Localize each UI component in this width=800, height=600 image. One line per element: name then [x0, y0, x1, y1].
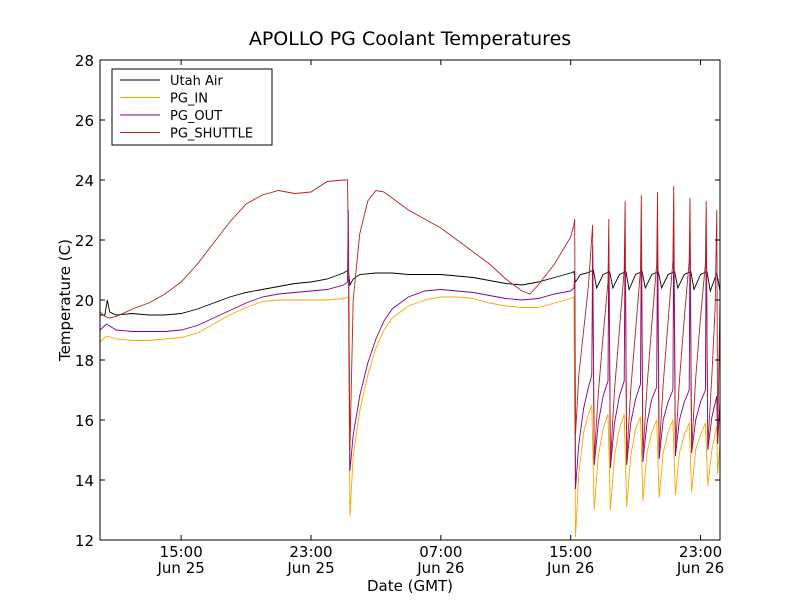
- x-tick-label-date: Jun 25: [286, 559, 334, 577]
- legend: Utah Air PG_IN PG_OUT PG_SHUTTLE: [111, 68, 273, 146]
- x-tick-label-time: 07:00: [419, 543, 462, 561]
- x-tick-label-time: 23:00: [289, 543, 332, 561]
- chart-title: APOLLO PG Coolant Temperatures: [249, 28, 571, 50]
- y-tick-label: 14: [75, 472, 94, 490]
- x-tick-label-time: 23:00: [679, 543, 722, 561]
- x-tick-label-time: 15:00: [160, 543, 203, 561]
- legend-label-pg-out: PG_OUT: [170, 109, 222, 124]
- y-tick-label: 20: [75, 292, 94, 310]
- series-line-pg-in: [100, 296, 720, 538]
- y-tick-label: 16: [75, 412, 94, 430]
- x-tick-label-date: Jun 26: [546, 559, 594, 577]
- x-tick-label-date: Jun 26: [676, 559, 724, 577]
- y-tick-label: 24: [75, 172, 94, 190]
- legend-label-utah-air: Utah Air: [170, 74, 223, 89]
- y-axis-label: Temperature (C): [56, 239, 74, 362]
- legend-label-pg-shuttle: PG_SHUTTLE: [170, 127, 253, 142]
- y-tick-label: 26: [75, 112, 94, 130]
- y-tick-label: 28: [75, 52, 94, 70]
- x-axis-label: Date (GMT): [367, 577, 453, 595]
- y-tick-label: 22: [75, 232, 94, 250]
- x-tick-label-time: 15:00: [549, 543, 592, 561]
- series-layer: [100, 179, 720, 538]
- x-tick-label-date: Jun 26: [416, 559, 464, 577]
- series-line-pg-shuttle: [100, 179, 720, 463]
- series-line-utah-air: [100, 269, 720, 316]
- y-tick-label: 18: [75, 352, 94, 370]
- y-tick-label: 12: [75, 532, 94, 550]
- legend-label-pg-in: PG_IN: [170, 92, 208, 107]
- x-tick-label-date: Jun 25: [157, 559, 205, 577]
